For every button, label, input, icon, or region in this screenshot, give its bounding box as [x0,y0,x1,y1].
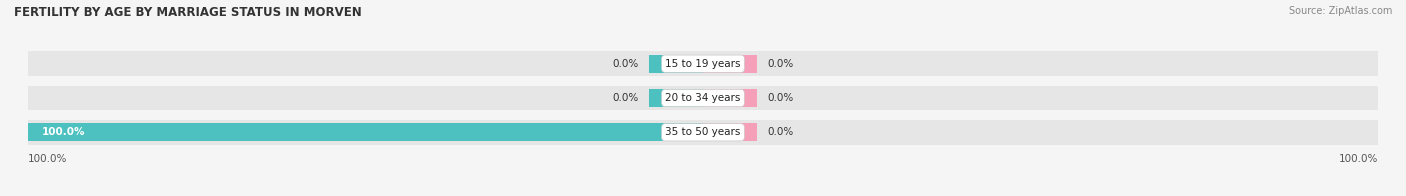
Text: Source: ZipAtlas.com: Source: ZipAtlas.com [1288,6,1392,16]
Text: 0.0%: 0.0% [768,93,793,103]
Bar [28,123,703,141]
Text: 100.0%: 100.0% [42,127,86,137]
Bar [703,89,756,107]
Bar [28,120,1378,145]
Text: 15 to 19 years: 15 to 19 years [665,59,741,69]
Text: 35 to 50 years: 35 to 50 years [665,127,741,137]
Text: 0.0%: 0.0% [613,93,638,103]
Text: 20 to 34 years: 20 to 34 years [665,93,741,103]
Bar [650,55,703,73]
Text: 0.0%: 0.0% [613,59,638,69]
Bar [28,86,1378,110]
Text: 0.0%: 0.0% [768,127,793,137]
Bar [28,51,1378,76]
Bar [703,55,756,73]
Text: 0.0%: 0.0% [768,59,793,69]
Text: 100.0%: 100.0% [1339,154,1378,164]
Text: FERTILITY BY AGE BY MARRIAGE STATUS IN MORVEN: FERTILITY BY AGE BY MARRIAGE STATUS IN M… [14,6,361,19]
Text: 100.0%: 100.0% [28,154,67,164]
Bar [703,123,756,141]
Bar [650,89,703,107]
